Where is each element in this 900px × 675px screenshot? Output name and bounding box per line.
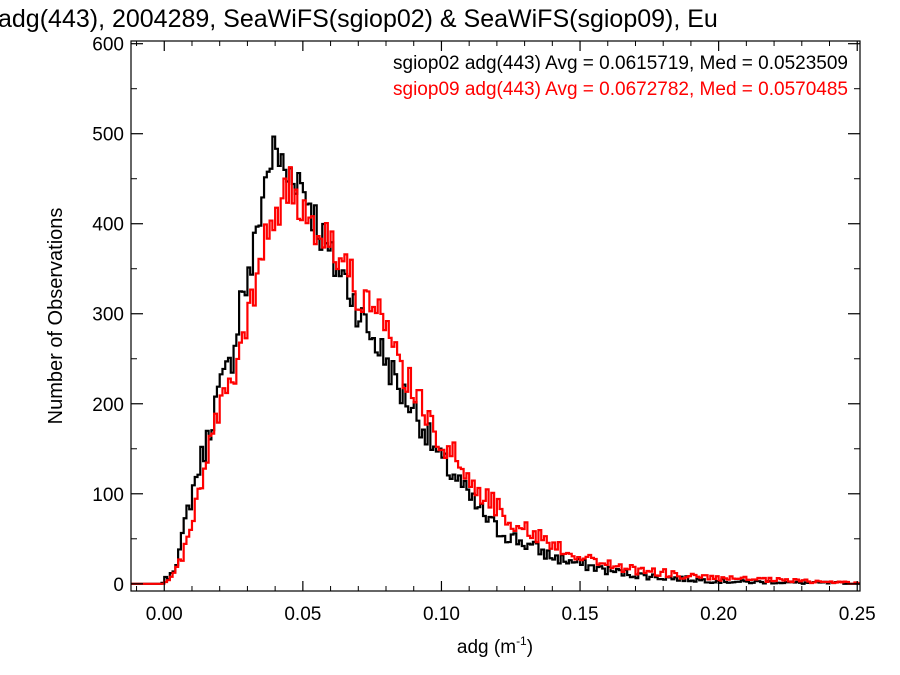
x-tick-label: 0.15 bbox=[562, 604, 599, 625]
plot-frame bbox=[130, 40, 861, 592]
y-tick-label: 0 bbox=[113, 575, 124, 596]
y-tick-label: 100 bbox=[92, 485, 124, 506]
x-axis-label-close: ) bbox=[527, 637, 533, 658]
series-line-sgiop09 bbox=[131, 166, 860, 585]
y-axis-label: Number of Observations bbox=[45, 208, 67, 425]
y-tick-label: 600 bbox=[92, 35, 124, 56]
x-tick-label: 0.25 bbox=[839, 604, 876, 625]
tick-layer: 0.00 0.05 0.10 0.15 0.20 0.25 0 100 200 300 400 500… bbox=[92, 35, 875, 625]
x-axis-label-superscript: -1 bbox=[516, 634, 527, 648]
y-tick-label: 400 bbox=[92, 215, 124, 236]
x-tick-label: 0.05 bbox=[284, 604, 321, 625]
plot-area: 0.00 0.05 0.10 0.15 0.20 0.25 0 100 200 300 400 500… bbox=[92, 35, 875, 625]
x-tick-label: 0.00 bbox=[146, 604, 183, 625]
legend-entry-sgiop09: sgiop09 adg(443) Avg = 0.0672782, Med = … bbox=[393, 79, 848, 100]
series-layer bbox=[131, 135, 860, 585]
legend: sgiop02 adg(443) Avg = 0.0615719, Med = … bbox=[393, 53, 848, 100]
x-axis-label-main: adg (m bbox=[457, 637, 516, 658]
x-axis-label: adg (m-1) bbox=[457, 634, 533, 658]
legend-entry-sgiop02: sgiop02 adg(443) Avg = 0.0615719, Med = … bbox=[393, 53, 848, 74]
series-line-sgiop02 bbox=[131, 135, 860, 585]
x-tick-label: 0.10 bbox=[423, 604, 460, 625]
x-tick-label: 0.20 bbox=[700, 604, 737, 625]
chart-title: adg(443), 2004289, SeaWiFS(sgiop02) & Se… bbox=[0, 5, 718, 33]
y-tick-label: 300 bbox=[92, 305, 124, 326]
y-tick-label: 200 bbox=[92, 395, 124, 416]
y-tick-label: 500 bbox=[92, 125, 124, 146]
